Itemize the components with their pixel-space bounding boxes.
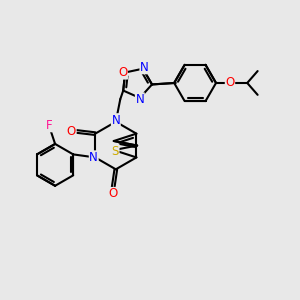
Text: O: O — [108, 188, 118, 200]
Text: N: N — [136, 93, 144, 106]
Text: O: O — [118, 66, 128, 79]
Text: N: N — [140, 61, 149, 74]
Text: N: N — [89, 151, 98, 164]
Text: N: N — [111, 114, 120, 127]
Text: O: O — [67, 125, 76, 138]
Text: S: S — [112, 145, 119, 158]
Text: F: F — [46, 119, 52, 132]
Text: O: O — [225, 76, 235, 89]
